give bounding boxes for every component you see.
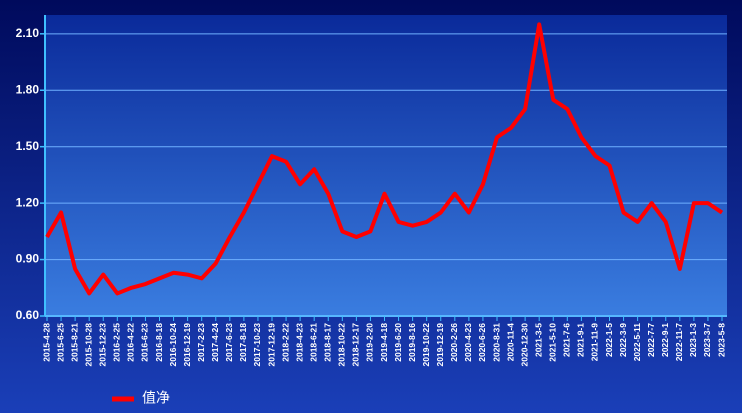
legend-label: 值净 <box>142 390 170 406</box>
x-tick-label: 2016-8-18 <box>154 323 164 362</box>
x-tick-label: 2020-6-26 <box>477 323 487 362</box>
plot-area <box>45 15 727 316</box>
x-tick-label: 2017-2-23 <box>196 323 206 362</box>
x-tick-label: 2020-8-31 <box>491 323 501 362</box>
x-tick-label: 2015-4-28 <box>41 323 51 362</box>
x-tick-label: 2021-9-1 <box>576 323 586 357</box>
y-tick-label: 0.60 <box>16 308 40 322</box>
x-tick-label: 2022-7-7 <box>646 323 656 357</box>
x-tick-label: 2017-8-18 <box>238 323 248 362</box>
y-tick-label: 1.20 <box>16 195 40 209</box>
x-tick-label: 2018-10-22 <box>337 323 347 367</box>
x-tick-label: 2022-5-11 <box>632 323 642 362</box>
x-tick-label: 2017-4-24 <box>210 323 220 362</box>
x-tick-label: 2016-10-24 <box>168 323 178 367</box>
x-tick-label: 2022-11-7 <box>674 323 684 362</box>
x-tick-label: 2018-4-23 <box>294 323 304 362</box>
x-tick-label: 2019-4-18 <box>379 323 389 362</box>
x-tick-label: 2021-3-5 <box>533 323 543 357</box>
x-tick-label: 2023-5-8 <box>716 323 726 357</box>
x-tick-label: 2018-8-17 <box>323 323 333 362</box>
x-tick-label: 2023-1-3 <box>688 323 698 357</box>
x-tick-label: 2022-3-9 <box>618 323 628 357</box>
x-tick-label: 2021-5-10 <box>548 323 558 362</box>
x-tick-label: 2020-11-4 <box>505 323 515 362</box>
x-tick-label: 2016-6-23 <box>140 323 150 362</box>
x-tick-label: 2020-12-30 <box>519 323 529 367</box>
x-tick-label: 2019-6-20 <box>393 323 403 362</box>
x-tick-label: 2018-12-17 <box>351 323 361 367</box>
x-tick-label: 2018-2-22 <box>280 323 290 362</box>
y-tick-label: 2.10 <box>16 26 40 40</box>
x-tick-label: 2016-12-19 <box>182 323 192 367</box>
x-tick-label: 2015-12-23 <box>98 323 108 367</box>
x-tick-label: 2017-10-23 <box>252 323 262 367</box>
x-tick-label: 2022-9-1 <box>660 323 670 357</box>
x-tick-label: 2020-2-26 <box>449 323 459 362</box>
x-tick-label: 2019-12-19 <box>435 323 445 367</box>
y-tick-label: 1.50 <box>16 139 40 153</box>
x-tick-label: 2017-12-19 <box>266 323 276 367</box>
x-tick-label: 2022-1-5 <box>604 323 614 357</box>
x-tick-label: 2015-8-21 <box>69 323 79 362</box>
x-tick-label: 2016-4-22 <box>126 323 136 362</box>
y-tick-label: 0.90 <box>16 252 40 266</box>
line-series <box>45 22 724 296</box>
x-tick-label: 2021-7-6 <box>562 323 572 357</box>
x-tick-label: 2021-11-9 <box>590 323 600 362</box>
x-tick-label: 2018-6-21 <box>308 323 318 362</box>
x-tick-label: 2023-3-7 <box>702 323 712 357</box>
x-tick-label: 2020-4-23 <box>463 323 473 362</box>
x-tick-label: 2016-2-25 <box>112 323 122 362</box>
y-tick-label: 1.80 <box>16 82 40 96</box>
x-tick-label: 2017-6-23 <box>224 323 234 362</box>
x-tick-label: 2019-10-22 <box>421 323 431 367</box>
x-tick-label: 2015-10-28 <box>83 323 93 367</box>
x-tick-label: 2015-6-25 <box>55 323 65 362</box>
x-tick-label: 2019-8-16 <box>407 323 417 362</box>
x-tick-label: 2019-2-20 <box>365 323 375 362</box>
